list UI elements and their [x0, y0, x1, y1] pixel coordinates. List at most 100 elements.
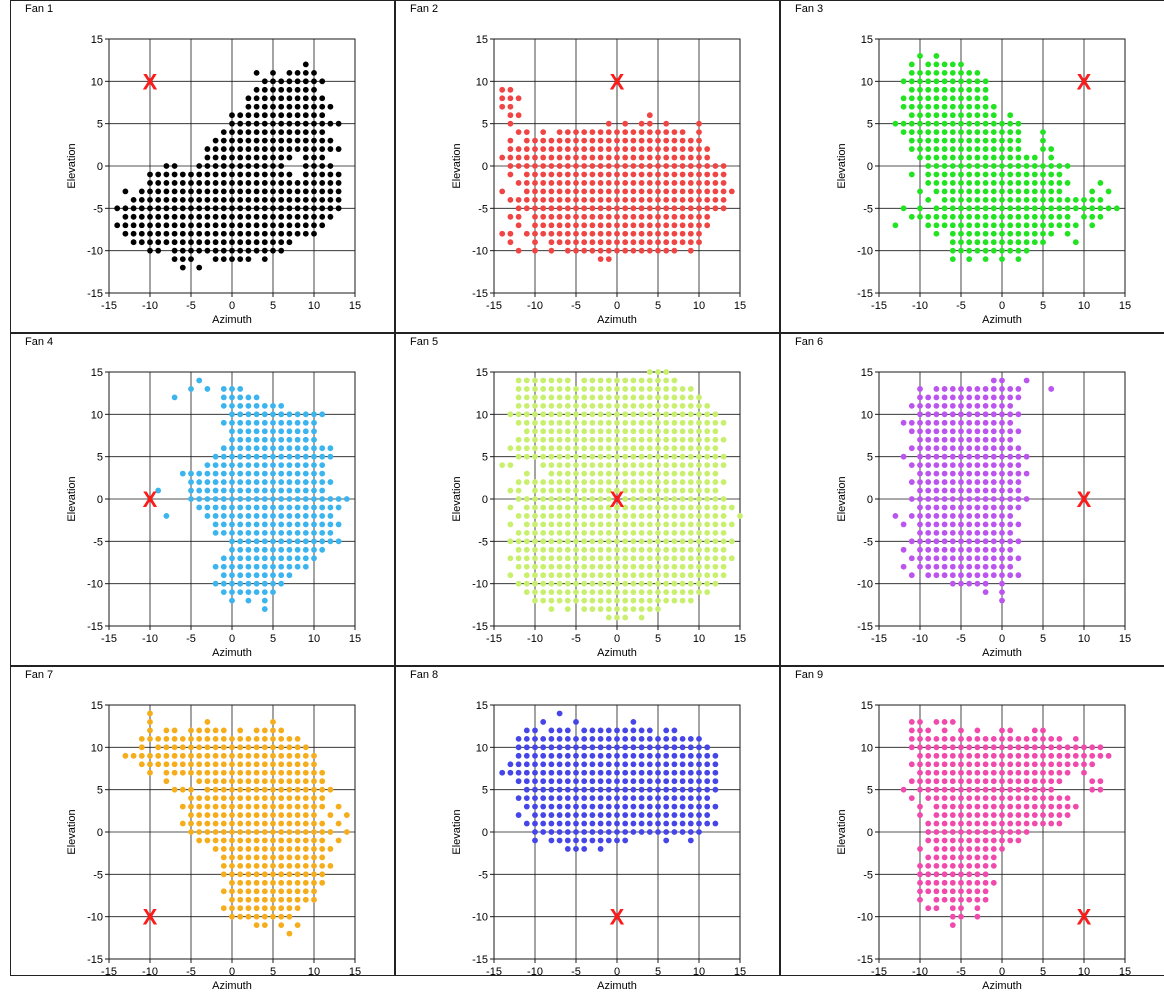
data-point [974, 846, 981, 852]
data-point [712, 529, 719, 536]
data-point [737, 513, 743, 519]
data-point [1023, 213, 1030, 220]
data-point [556, 820, 563, 827]
data-point [581, 820, 588, 827]
data-point [294, 862, 301, 869]
data-point [1007, 386, 1014, 392]
data-point [237, 129, 244, 136]
data-point [507, 239, 514, 246]
data-point [999, 761, 1005, 768]
data-point [1007, 563, 1014, 570]
data-point [564, 377, 571, 384]
data-point [990, 453, 997, 460]
data-point [704, 580, 711, 587]
data-point [949, 546, 956, 553]
data-point [925, 69, 932, 76]
data-point [278, 922, 285, 929]
data-point [188, 196, 194, 203]
data-point [286, 103, 293, 110]
data-point [982, 163, 989, 169]
data-point [1007, 555, 1014, 562]
data-point [220, 905, 227, 912]
data-point [982, 846, 989, 852]
data-point [999, 453, 1005, 460]
data-point [933, 86, 940, 93]
data-point [614, 555, 620, 562]
data-point [908, 795, 915, 802]
data-point [130, 213, 137, 220]
x-tick-label: 15 [349, 300, 361, 312]
data-point [966, 411, 973, 418]
data-point [556, 213, 563, 220]
data-point [261, 820, 268, 827]
data-point [696, 829, 702, 835]
data-point [1097, 778, 1104, 785]
data-point [523, 453, 530, 460]
data-point [908, 735, 915, 742]
data-point [270, 154, 276, 161]
data-point [966, 504, 973, 511]
data-point [704, 769, 711, 776]
data-point [663, 744, 670, 751]
data-point [982, 196, 989, 203]
data-point [270, 735, 276, 742]
data-point [311, 419, 317, 426]
data-point [286, 411, 293, 418]
data-point [1031, 727, 1038, 734]
data-point [974, 86, 981, 93]
data-point [720, 496, 727, 502]
data-point [245, 129, 252, 136]
data-point [532, 487, 538, 494]
data-point [286, 555, 293, 562]
data-point [573, 521, 579, 528]
data-point [597, 487, 604, 494]
data-point [1040, 205, 1046, 212]
data-point [679, 589, 686, 596]
data-point [982, 563, 989, 570]
data-point [294, 436, 301, 443]
x-tick-label: 15 [349, 633, 361, 645]
data-point [925, 555, 932, 562]
data-point [286, 812, 293, 818]
data-point [646, 521, 653, 528]
data-point [278, 888, 285, 895]
data-point [900, 205, 907, 212]
data-point [687, 188, 694, 195]
data-point [999, 462, 1005, 469]
data-point [974, 879, 981, 886]
data-point [720, 479, 727, 485]
data-point [679, 735, 686, 742]
y-tick-label: -5 [478, 203, 488, 215]
data-point [311, 846, 317, 852]
data-point [237, 445, 244, 452]
data-point [212, 521, 219, 528]
data-point [294, 479, 301, 485]
data-point [974, 871, 981, 878]
data-point [999, 470, 1005, 477]
data-point [696, 196, 702, 203]
data-point [556, 761, 563, 768]
data-point [220, 735, 227, 742]
data-point [278, 504, 285, 511]
data-point [220, 129, 227, 136]
data-point [663, 453, 670, 460]
data-point [302, 436, 309, 443]
x-tick-label: 15 [349, 966, 361, 978]
data-point [245, 879, 252, 886]
data-point [966, 154, 973, 161]
data-point [220, 256, 227, 263]
data-point [949, 837, 956, 844]
data-point [229, 735, 235, 742]
data-point [1056, 735, 1063, 742]
data-point [630, 812, 637, 818]
data-point [589, 213, 596, 220]
data-point [302, 445, 309, 452]
data-point [286, 239, 293, 246]
data-point [908, 778, 915, 785]
data-point [622, 428, 629, 435]
data-point [204, 154, 211, 161]
data-point [556, 129, 563, 136]
y-tick-label: -5 [863, 536, 873, 548]
data-point [196, 205, 203, 212]
data-point [605, 761, 612, 768]
